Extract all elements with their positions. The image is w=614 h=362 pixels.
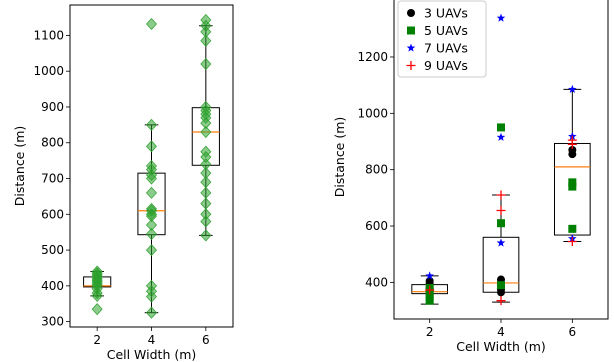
data-point <box>145 17 158 31</box>
data-point <box>200 215 212 228</box>
data-point <box>568 178 577 187</box>
y-tick-label: 400 <box>41 279 64 293</box>
data-point <box>200 229 212 242</box>
data-point <box>496 190 506 200</box>
data-point <box>425 285 435 295</box>
data-point <box>200 208 212 221</box>
data-point <box>567 237 577 247</box>
data-point <box>200 145 212 158</box>
y-tick-label: 900 <box>41 100 64 114</box>
data-point <box>200 186 212 199</box>
data-point <box>497 123 505 132</box>
data-point <box>200 176 212 189</box>
data-point <box>496 296 506 306</box>
legend-marker <box>407 26 415 35</box>
y-tick-label: 800 <box>41 136 64 150</box>
data-point <box>91 265 103 278</box>
legend-marker <box>406 43 416 52</box>
x-tick-label: 2 <box>93 333 101 347</box>
y-tick-label: 700 <box>41 172 64 186</box>
y-tick-label: 400 <box>365 275 388 289</box>
data-point <box>496 238 506 247</box>
data-point <box>145 279 158 292</box>
legend-label: 7 UAVs <box>424 41 468 56</box>
plot-frame <box>393 0 609 320</box>
data-point <box>145 227 158 241</box>
y-tick-label: 800 <box>365 163 388 177</box>
data-point <box>496 206 506 216</box>
y-tick-label: 1100 <box>33 28 64 42</box>
data-point <box>145 159 158 173</box>
data-point <box>568 84 577 94</box>
data-point <box>200 100 212 114</box>
y-tick-label: 1000 <box>357 106 388 120</box>
series-9-uavs <box>425 135 577 306</box>
x-tick-label: 4 <box>497 325 505 339</box>
data-point <box>200 13 212 27</box>
y-tick-label: 600 <box>365 219 388 233</box>
data-point <box>496 132 506 141</box>
data-point <box>145 186 158 199</box>
x-axis-label: Cell Width (m) <box>107 347 197 362</box>
data-point <box>145 118 158 131</box>
y-tick-label: 600 <box>41 207 64 221</box>
data-point <box>497 281 505 290</box>
data-point <box>145 218 158 232</box>
data-point <box>91 303 103 316</box>
y-axis-label: Distance (m) <box>12 126 27 207</box>
x-tick-label: 2 <box>426 325 434 339</box>
data-point <box>425 276 434 285</box>
plot-frame <box>69 4 234 328</box>
data-point <box>145 202 158 216</box>
y-tick-label: 1000 <box>33 64 64 78</box>
legend-label: 3 UAVs <box>424 6 468 21</box>
y-tick-label: 1200 <box>357 50 388 64</box>
x-tick-label: 4 <box>148 333 156 347</box>
legend-marker <box>406 61 416 70</box>
legend-marker <box>407 9 415 17</box>
y-axis-label: Distance (m) <box>332 117 347 198</box>
data-point <box>567 135 577 145</box>
data-point <box>145 140 158 153</box>
legend-box <box>397 0 487 78</box>
data-point <box>497 219 505 228</box>
legend-label: 9 UAVs <box>424 58 468 73</box>
box-2 <box>554 88 591 243</box>
legend-label: 5 UAVs <box>424 23 468 38</box>
data-point <box>200 57 212 71</box>
x-axis-label: Cell Width (m) <box>456 339 546 354</box>
data-point <box>200 125 212 139</box>
data-point <box>200 197 212 210</box>
data-point <box>200 158 212 171</box>
y-tick-label: 500 <box>41 243 64 257</box>
data-point <box>496 13 506 22</box>
x-tick-label: 6 <box>202 333 210 347</box>
y-tick-label: 300 <box>41 315 64 329</box>
x-tick-label: 6 <box>569 325 577 339</box>
data-point <box>425 271 434 280</box>
right-boxplot-chart: 400 600 800 1000 1200 2 4 6 Cell Width (m) Distan… <box>332 0 609 354</box>
data-point <box>145 243 158 257</box>
left-boxplot-chart: 300 400 500 600 700 800 900 1000 1100 2 4 6 Cell Wid… <box>12 4 234 362</box>
data-point <box>568 182 577 191</box>
data-point <box>425 296 434 305</box>
data-point <box>568 224 577 233</box>
data-point <box>425 292 434 301</box>
data-point <box>568 145 577 154</box>
legend: 3 UAVs 5 UAVs 7 UAVs 9 UAVs <box>397 0 487 78</box>
data-point <box>200 34 212 47</box>
data-point <box>145 306 158 319</box>
data-point <box>200 167 212 180</box>
